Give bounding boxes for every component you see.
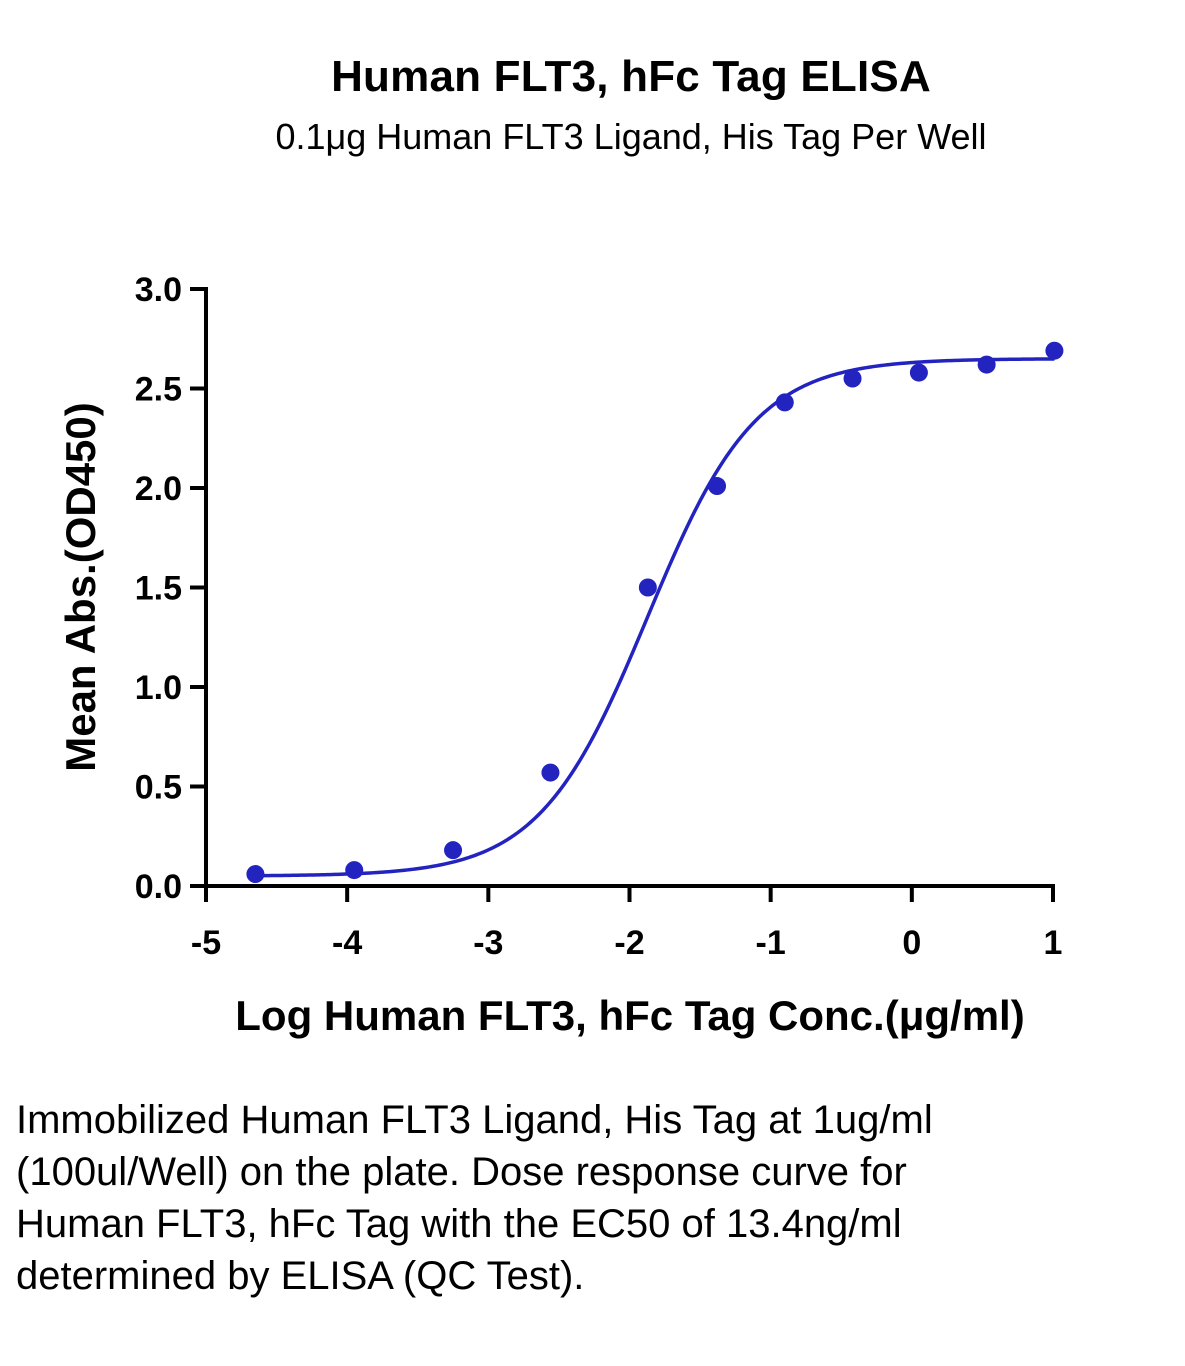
data-point: [541, 763, 560, 782]
x-tick-label: -2: [614, 924, 644, 962]
data-point: [843, 369, 862, 388]
y-tick-label: 1.0: [135, 669, 182, 707]
x-tick-label: -5: [191, 924, 221, 962]
y-tick-label: 0.5: [135, 769, 182, 807]
data-point: [775, 393, 794, 412]
y-axis-label: Mean Abs.(OD450): [57, 402, 104, 772]
data-point: [638, 578, 657, 597]
x-tick-label: -1: [756, 924, 786, 962]
data-point: [708, 477, 727, 496]
data-point: [1045, 341, 1064, 360]
data-points: [246, 341, 1064, 884]
chart-subtitle: 0.1μg Human FLT3 Ligand, His Tag Per Wel…: [275, 116, 987, 157]
data-point: [909, 363, 928, 382]
y-tick-label: 0.0: [135, 868, 182, 906]
data-point: [345, 861, 364, 880]
x-axis-label: Log Human FLT3, hFc Tag Conc.(μg/ml): [235, 992, 1024, 1039]
data-point: [246, 865, 265, 884]
y-tick-label: 1.5: [135, 570, 182, 608]
x-tick-label: -4: [332, 924, 362, 962]
y-tick-label: 2.5: [135, 371, 182, 409]
chart-title: Human FLT3, hFc Tag ELISA: [331, 52, 931, 101]
figure-caption: Immobilized Human FLT3 Ligand, His Tag a…: [16, 1098, 933, 1298]
x-tick-label: -3: [473, 924, 503, 962]
data-point: [977, 355, 996, 374]
chart-plot: 0.0 0.5 1.0 1.5 2.0 2.5 3.0 -5 -4 -3 -2 -1 0 1 Mean A…: [57, 271, 1064, 1039]
y-tick-label: 2.0: [135, 470, 182, 508]
x-tick-label: 1: [1044, 924, 1063, 962]
data-point: [444, 841, 463, 860]
y-tick-label: 3.0: [135, 271, 182, 309]
chart-axes: 0.0 0.5 1.0 1.5 2.0 2.5 3.0 -5 -4 -3 -2 -1 0 1: [135, 271, 1063, 962]
x-tick-label: 0: [902, 924, 921, 962]
fit-curve: [255, 357, 1055, 878]
